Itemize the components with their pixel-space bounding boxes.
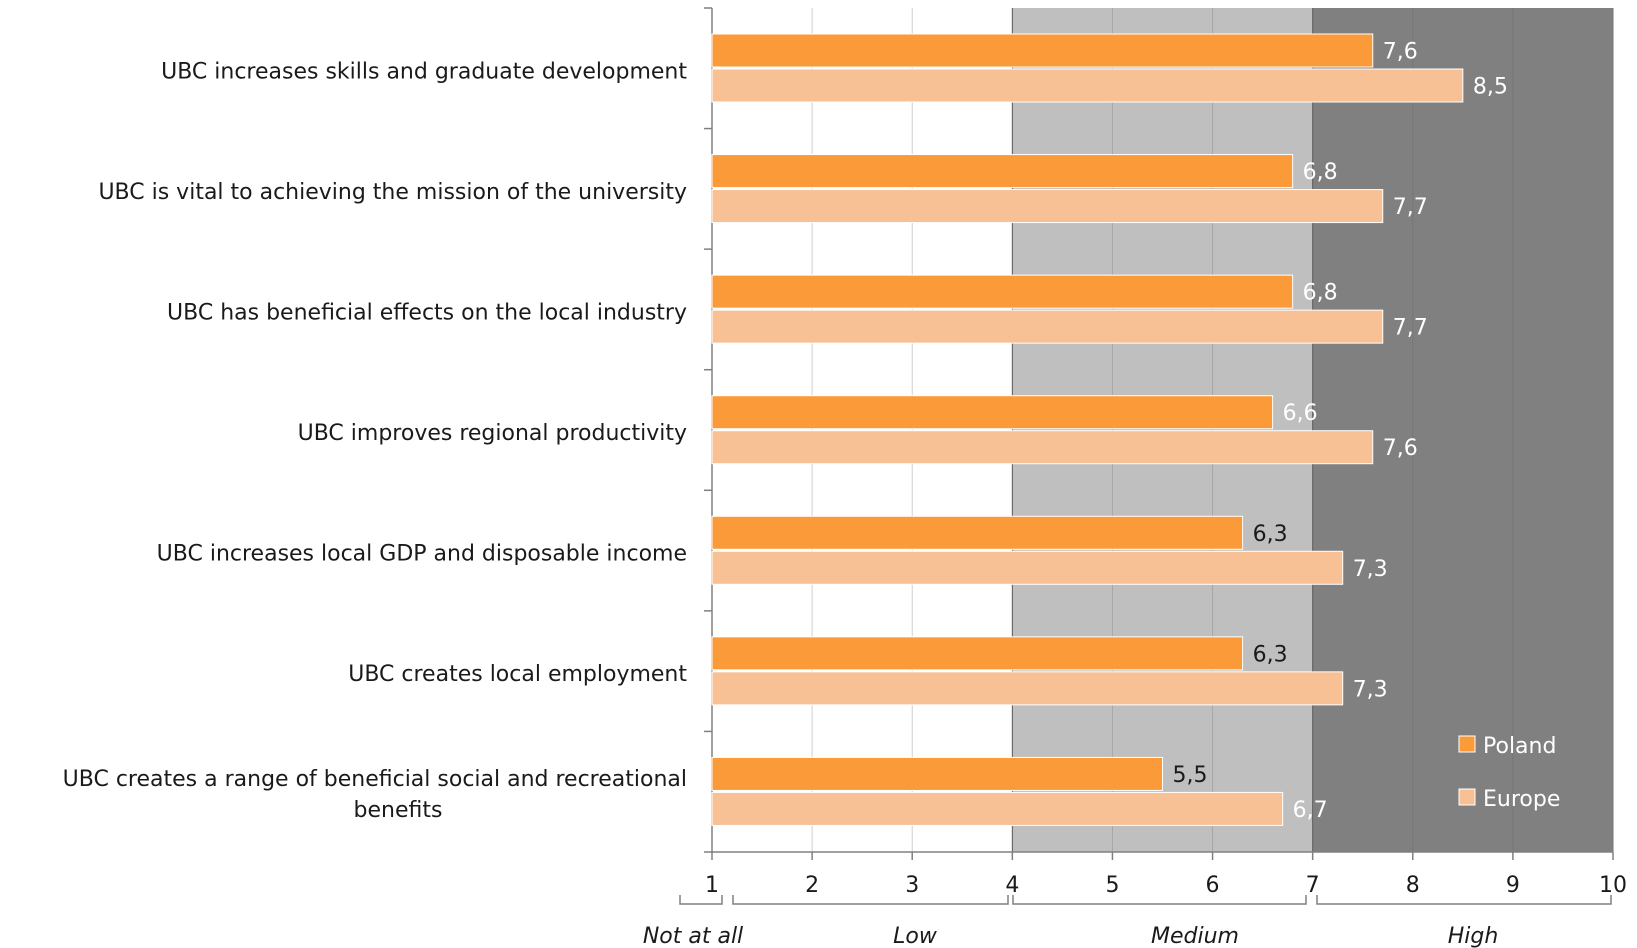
x-tick-label: 5 [1105, 873, 1119, 898]
x-tick-label: 10 [1599, 873, 1627, 898]
band-medium [1012, 8, 1313, 852]
data-label-poland: 6,6 [1283, 401, 1318, 426]
category-label: UBC improves regional productivity [298, 421, 687, 446]
legend-label-europe: Europe [1483, 787, 1560, 812]
x-tick-label: 2 [805, 873, 819, 898]
bar-poland [711, 515, 1244, 550]
data-label-europe: 8,5 [1473, 75, 1508, 100]
bar-europe [711, 671, 1344, 706]
bar-europe [711, 430, 1374, 465]
legend-swatch-europe [1458, 788, 1476, 806]
legend-swatch-poland [1458, 735, 1476, 753]
data-label-europe: 7,3 [1353, 557, 1388, 582]
bar-poland [711, 756, 1163, 791]
x-tick-label: 1 [705, 873, 719, 898]
bar-europe [711, 189, 1384, 224]
category-label: UBC creates a range of beneficial social… [63, 767, 687, 823]
category-label: UBC creates local employment [348, 662, 687, 687]
bar-europe [711, 68, 1464, 103]
data-label-europe: 7,6 [1383, 436, 1418, 461]
category-label: UBC has beneficial effects on the local … [167, 300, 687, 325]
band-label-high: High [1448, 924, 1499, 948]
x-tick-label: 7 [1306, 873, 1320, 898]
category-label: UBC increases local GDP and disposable i… [157, 542, 687, 567]
bar-europe [711, 791, 1284, 826]
data-label-europe: 6,7 [1293, 798, 1328, 823]
bar-europe [711, 309, 1384, 344]
data-label-poland: 6,8 [1303, 160, 1338, 185]
bar-poland [711, 33, 1374, 68]
category-label: UBC increases skills and graduate develo… [161, 59, 687, 84]
band-low [722, 8, 1013, 852]
data-label-poland: 7,6 [1383, 40, 1418, 65]
data-label-poland: 6,3 [1253, 522, 1288, 547]
bar-poland [711, 154, 1294, 189]
band-bracket [1316, 895, 1612, 905]
bar-poland [711, 395, 1274, 430]
data-label-poland: 6,3 [1253, 642, 1288, 667]
band-bracket [679, 895, 723, 905]
band-label-medium: Medium [1151, 924, 1239, 948]
x-tick-label: 9 [1506, 873, 1520, 898]
band-high [1312, 8, 1613, 852]
data-label-europe: 7,7 [1393, 316, 1428, 341]
category-label: UBC is vital to achieving the mission of… [98, 180, 687, 205]
data-label-poland: 5,5 [1173, 763, 1208, 788]
legend-label-poland: Poland [1483, 734, 1556, 759]
bar-poland [711, 274, 1294, 309]
data-label-poland: 6,8 [1303, 281, 1338, 306]
band-bracket [1012, 895, 1307, 905]
data-label-europe: 7,7 [1393, 195, 1428, 220]
band-label-not-at-all: Not at all [643, 924, 743, 948]
x-tick-label: 6 [1206, 873, 1220, 898]
bar-europe [711, 550, 1344, 585]
x-tick-label: 4 [1005, 873, 1019, 898]
band-bracket [732, 895, 1009, 905]
x-tick-label: 3 [905, 873, 919, 898]
band-not-at-all [712, 8, 723, 852]
x-tick-label: 8 [1406, 873, 1420, 898]
bar-poland [711, 636, 1244, 671]
data-label-europe: 7,3 [1353, 677, 1388, 702]
band-label-low: Low [893, 924, 938, 948]
